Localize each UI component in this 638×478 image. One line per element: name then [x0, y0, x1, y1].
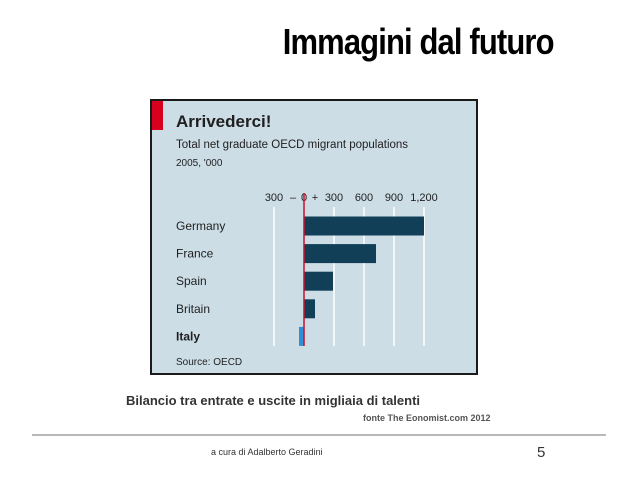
- bar-italy: [299, 326, 304, 346]
- category-label: Spain: [176, 274, 207, 288]
- x-tick-label: 1,200: [410, 192, 438, 204]
- author-credit: a cura di Adalberto Geradini: [211, 447, 323, 457]
- category-label: Italy: [176, 329, 200, 343]
- bar-france: [304, 244, 376, 264]
- bar-britain: [304, 299, 315, 319]
- accent-block: [152, 101, 163, 130]
- chart-title: Arrivederci!: [176, 112, 271, 131]
- bar-spain: [304, 271, 333, 291]
- chart-source: Source: OECD: [176, 357, 242, 368]
- footer-divider: [32, 434, 606, 436]
- category-label: Germany: [176, 219, 225, 233]
- economist-bar-chart: Arrivederci! Total net graduate OECD mig…: [152, 101, 438, 368]
- category-label: France: [176, 247, 214, 261]
- category-label: Britain: [176, 302, 210, 316]
- x-tick-label: 300: [265, 192, 283, 204]
- chart-subtitle: Total net graduate OECD migrant populati…: [176, 139, 408, 151]
- bar-germany: [304, 216, 424, 236]
- plus-sign: +: [312, 192, 318, 204]
- slide-caption: Bilancio tra entrate e uscite in migliai…: [126, 393, 421, 408]
- page-number: 5: [537, 444, 546, 461]
- x-tick-label: 300: [325, 192, 343, 204]
- source-note: fonte The Eonomist.com 2012: [363, 413, 491, 423]
- chart-subtitle-units: 2005, '000: [176, 158, 223, 169]
- slide-title: Immagini dal futuro: [272, 18, 565, 66]
- chart-frame: Arrivederci! Total net graduate OECD mig…: [150, 99, 478, 375]
- x-tick-label: 600: [355, 192, 373, 204]
- minus-sign: –: [290, 192, 297, 204]
- x-tick-label: 900: [385, 192, 403, 204]
